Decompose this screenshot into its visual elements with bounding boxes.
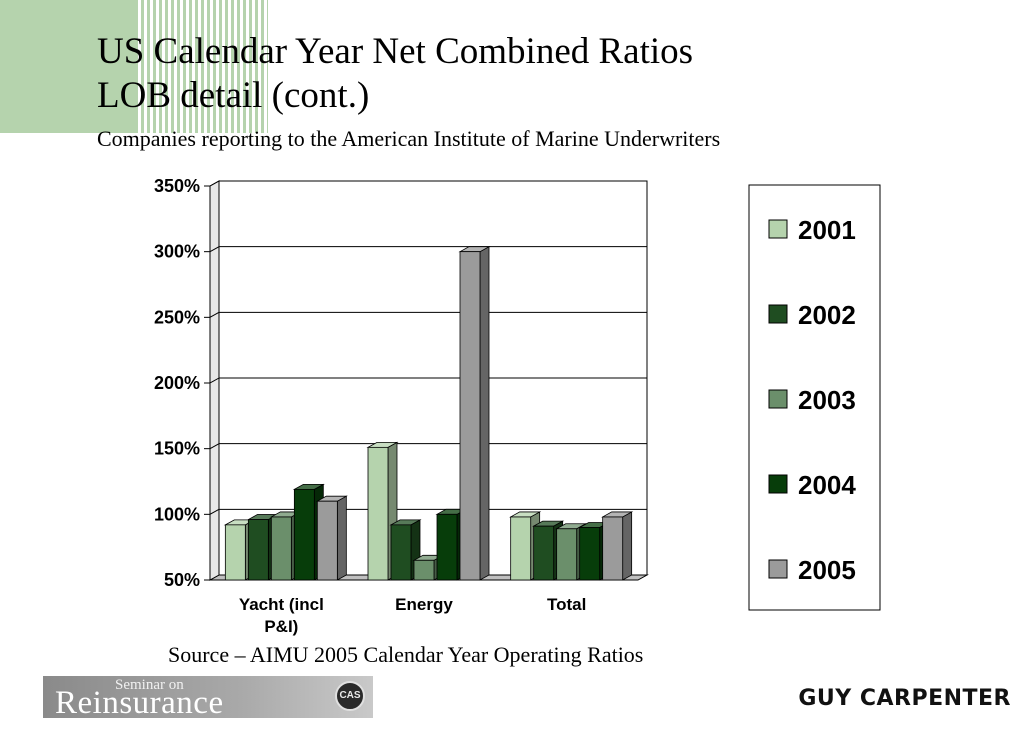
x-category-label: Energy <box>395 595 453 614</box>
bar <box>293 488 315 581</box>
slide-title-line-2: LOB detail (cont.) <box>97 75 370 116</box>
bar <box>413 559 435 581</box>
decorative-corner-block <box>0 0 268 133</box>
source-note: Source – AIMU 2005 Calendar Year Operati… <box>168 642 644 667</box>
seminar-on-reinsurance-logo: Seminar on Reinsurance CAS <box>43 676 373 721</box>
bar-side <box>479 245 490 581</box>
x-category-label: P&I) <box>264 617 298 636</box>
bar <box>436 513 458 581</box>
bar <box>247 519 269 581</box>
legend-swatch <box>768 474 788 494</box>
gridline-depth <box>209 508 220 515</box>
bar <box>390 524 412 581</box>
slide-title-line-1: US Calendar Year Net Combined Ratios <box>97 31 694 72</box>
bar <box>602 516 624 581</box>
gridline-depth <box>209 311 220 318</box>
corner-solid-panel <box>0 0 135 133</box>
slide-subtitle: Companies reporting to the American Inst… <box>97 126 721 151</box>
bar <box>316 500 338 581</box>
bar <box>367 446 389 581</box>
bar <box>556 528 578 581</box>
seminar-logo-big-text: Reinsurance <box>55 685 224 721</box>
legend-label: 2004 <box>798 470 856 500</box>
bar <box>579 527 601 581</box>
bar-side <box>622 511 633 581</box>
y-tick-label: 250% <box>154 307 200 327</box>
y-tick-label: 150% <box>154 439 200 459</box>
bar <box>533 525 555 581</box>
legend-swatch <box>768 219 788 239</box>
y-tick-label: 300% <box>154 242 200 262</box>
legend-label: 2002 <box>798 300 856 330</box>
slide-title: US Calendar Year Net Combined Ratios LOB… <box>97 30 693 118</box>
cas-seal-icon: CAS <box>335 681 365 711</box>
legend-label: 2001 <box>798 215 856 245</box>
legend-swatch <box>768 304 788 324</box>
gridline-depth <box>209 246 220 253</box>
gridline-depth <box>209 443 220 450</box>
bar <box>270 516 292 581</box>
guy-carpenter-brand: GUY CARPENTER <box>798 686 1011 711</box>
gridline-depth <box>209 180 220 187</box>
corner-striped-panel <box>135 0 268 133</box>
seminar-logo-small-text: Seminar on <box>115 677 184 693</box>
legend-label: 2005 <box>798 555 856 585</box>
legend-label: 2003 <box>798 385 856 415</box>
y-tick-label: 100% <box>154 504 200 524</box>
bar <box>224 524 246 581</box>
bar-side <box>336 495 347 581</box>
y-tick-label: 50% <box>164 570 200 590</box>
x-category-label: Yacht (incl <box>239 595 324 614</box>
legend-swatch <box>768 389 788 409</box>
bar <box>510 516 532 581</box>
bar <box>459 251 481 581</box>
x-category-label: Total <box>547 595 586 614</box>
y-tick-label: 200% <box>154 373 200 393</box>
y-tick-label: 350% <box>154 176 200 196</box>
gridline-depth <box>209 377 220 384</box>
legend-swatch <box>768 559 788 579</box>
